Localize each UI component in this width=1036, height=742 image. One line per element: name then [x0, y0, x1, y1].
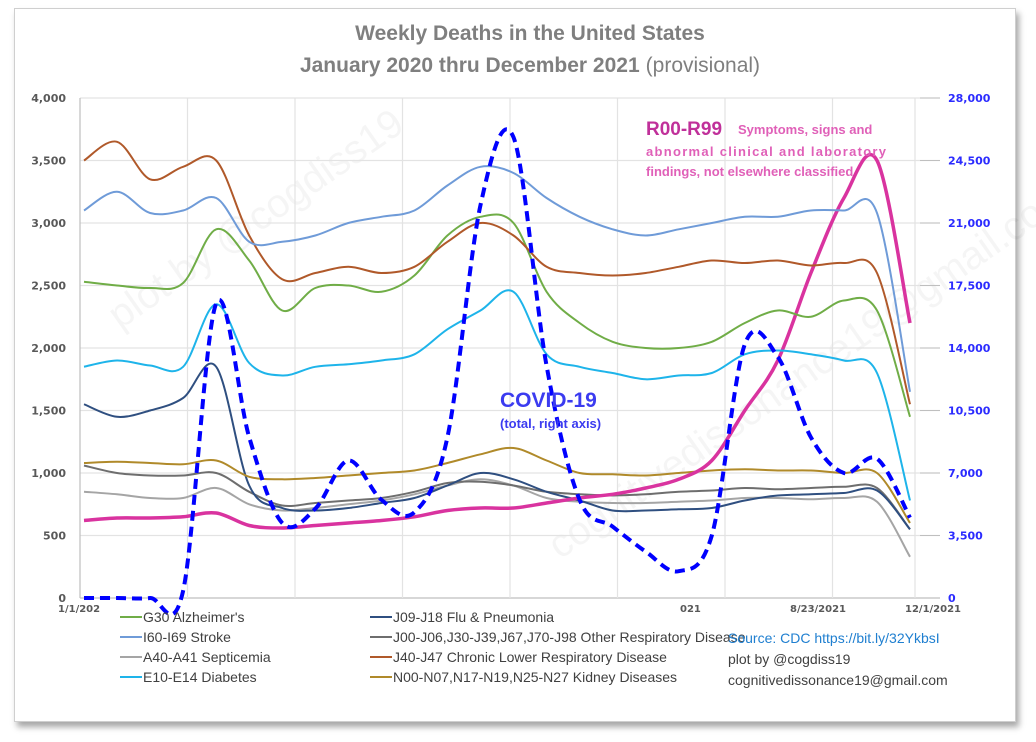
- y-tick-right: 24,500: [948, 155, 991, 168]
- legend-item: J09-J18 Flu & Pneumonia: [370, 609, 554, 625]
- x-axis: 1/1/202 021 8/23/2021 12/1/2021: [58, 604, 961, 615]
- chart-title: Weekly Deaths in the United States: [355, 22, 705, 45]
- legend: G30 Alzheimer's I60-I69 Stroke A40-A41 Sep…: [120, 609, 746, 685]
- series-line-j00-j06j30-j39j67j70-j98: [83, 464, 911, 530]
- legend-item: I60-I69 Stroke: [120, 629, 231, 645]
- series-line-a40-a41: [83, 478, 911, 558]
- y-tick-right: 21,000: [948, 217, 991, 230]
- source-link[interactable]: Source: CDC https://bit.ly/32YkbsI: [728, 630, 940, 646]
- legend-item: E10-E14 Diabetes: [120, 669, 257, 685]
- series-line-e10-e14: [83, 289, 911, 501]
- legend-label: J09-J18 Flu & Pneumonia: [393, 609, 554, 625]
- y-tick-right: 7,000: [948, 467, 983, 480]
- x-tick: 021: [680, 604, 701, 615]
- covid-annotation-title: COVID-19: [500, 389, 597, 412]
- x-tick: 12/1/2021: [905, 604, 961, 615]
- y-tick-right: 0: [948, 592, 956, 605]
- covid-annotation: COVID-19 (total, right axis): [500, 389, 601, 431]
- series-line-r00-r99: [83, 152, 912, 530]
- chart-subtitle-main: January 2020 thru December 2021: [300, 54, 640, 77]
- legend-label: I60-I69 Stroke: [143, 629, 231, 645]
- y-tick-left: 500: [43, 530, 66, 543]
- chart-subtitle-suffix: (provisional): [646, 54, 760, 77]
- legend-item: J00-J06,J30-J39,J67,J70-J98 Other Respir…: [370, 629, 746, 645]
- x-tick: 8/23/2021: [790, 604, 846, 615]
- y-tick-left: 4,000: [31, 92, 66, 105]
- legend-label: A40-A41 Septicemia: [143, 649, 271, 665]
- chart-frame: [14, 8, 1016, 722]
- legend-item: N00-N07,N17-N19,N25-N27 Kidney Diseases: [370, 669, 677, 685]
- y-tick-left: 1,000: [31, 467, 66, 480]
- legend-label: E10-E14 Diabetes: [143, 669, 257, 685]
- legend-item: J40-J47 Chronic Lower Respiratory Diseas…: [370, 649, 667, 665]
- legend-item: A40-A41 Septicemia: [120, 649, 271, 665]
- r00-annotation-line3: findings, not elsewhere classified: [646, 164, 853, 179]
- legend-label: J00-J06,J30-J39,J67,J70-J98 Other Respir…: [393, 629, 746, 645]
- legend-label: N00-N07,N17-N19,N25-N27 Kidney Diseases: [393, 669, 677, 685]
- y-tick-right: 3,500: [948, 530, 983, 543]
- gridlines: [79, 97, 940, 599]
- series-line-j09-j18: [83, 362, 911, 530]
- y-tick-left: 2,000: [31, 342, 66, 355]
- legend-label: G30 Alzheimer's: [143, 609, 245, 625]
- legend-label: J40-J47 Chronic Lower Respiratory Diseas…: [393, 649, 667, 665]
- credits: Source: CDC https://bit.ly/32YkbsI plot …: [728, 630, 948, 688]
- legend-item: G30 Alzheimer's: [120, 609, 245, 625]
- chart-subtitle: January 2020 thru December 2021 (provisio…: [300, 54, 760, 77]
- y-tick-right: 17,500: [948, 280, 991, 293]
- y-tick-right: 10,500: [948, 405, 991, 418]
- series-line-covid-19: [84, 127, 912, 617]
- y-tick-left: 3,500: [31, 155, 66, 168]
- series-line-j40-j47: [83, 140, 911, 405]
- y-tick-left: 3,000: [31, 217, 66, 230]
- series-lines: [83, 127, 912, 617]
- covid-annotation-subtitle: (total, right axis): [500, 416, 601, 431]
- y-tick-left: 0: [58, 592, 66, 605]
- y-tick-left: 2,500: [31, 280, 66, 293]
- series-line-g30: [83, 213, 911, 418]
- y-tick-right: 28,000: [948, 92, 991, 105]
- contact-email: cognitivedissonance19@gmail.com: [728, 672, 948, 688]
- y-axis-right: 0 3,500 7,000 10,500 14,000 17,500 21,000 24,50…: [920, 92, 991, 605]
- series-line-i60-i69: [83, 165, 911, 392]
- series-line-n00-n07n17-n19n25-n27: [83, 446, 911, 524]
- r00-annotation-title: R00-R99: [646, 119, 722, 140]
- r00-annotation-line2: abnormal clinical and laboratory: [646, 144, 887, 159]
- plot-by: plot by @cogdiss19: [728, 651, 851, 667]
- y-tick-left: 1,500: [31, 405, 66, 418]
- r00-annotation-line1: Symptoms, signs and: [738, 122, 872, 137]
- x-tick: 1/1/202: [58, 604, 100, 615]
- y-tick-right: 14,000: [948, 342, 991, 355]
- y-axis-left: 0 500 1,000 1,500 2,000 2,500 3,000 3,500 4,000: [31, 92, 66, 605]
- r00-annotation: R00-R99 Symptoms, signs and abnormal cli…: [646, 119, 887, 179]
